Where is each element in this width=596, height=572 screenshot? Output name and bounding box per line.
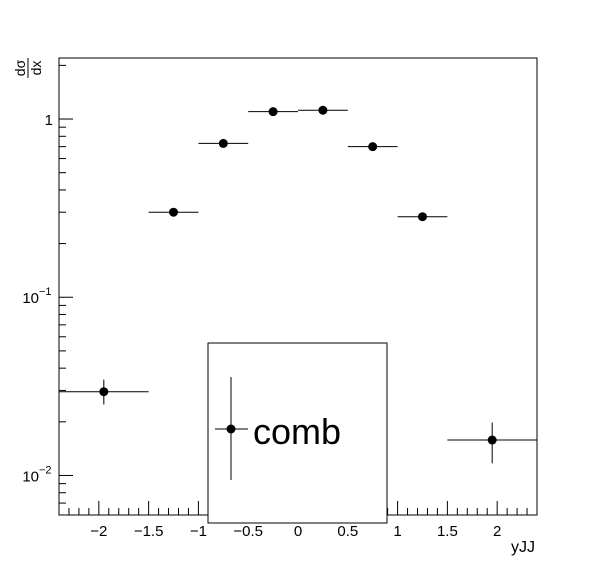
y-tick-label-base: 10 [22, 468, 39, 485]
x-tick-label: 0.5 [337, 523, 358, 540]
x-tick-label: −1.5 [134, 523, 164, 540]
y-tick-label-exponent: −2 [39, 464, 52, 476]
legend-marker [226, 424, 236, 434]
data-point [298, 105, 348, 115]
y-axis-label: dσ dx [12, 58, 44, 78]
point-marker [487, 435, 497, 445]
point-marker [99, 387, 109, 397]
x-tick-label: −2 [90, 523, 107, 540]
legend-box [207, 342, 388, 524]
data-point [347, 142, 398, 152]
x-axis-label: yJJ [511, 539, 535, 556]
data-point [198, 138, 249, 148]
legend: comb [207, 342, 388, 524]
legend-label: comb [253, 411, 341, 452]
point-marker [318, 105, 328, 115]
point-marker [169, 207, 179, 217]
point-marker [417, 212, 427, 222]
data-series [59, 105, 537, 464]
data-point [59, 379, 149, 405]
x-tick-label: −1 [190, 523, 207, 540]
data-point [148, 207, 199, 217]
x-tick-label: 1 [393, 523, 401, 540]
y-axis-label-denominator: dx [28, 61, 44, 76]
y-axis-label-numerator: dσ [12, 59, 28, 76]
point-marker [268, 107, 278, 117]
y-axis: 10 −210 −11 [22, 64, 73, 516]
data-point [447, 422, 537, 464]
point-marker [218, 138, 228, 148]
x-tick-label: 1.5 [437, 523, 458, 540]
point-marker [368, 142, 378, 152]
x-tick-label: 2 [493, 523, 501, 540]
x-tick-label: 0 [294, 523, 302, 540]
x-tick-label: −0.5 [233, 523, 263, 540]
data-point [397, 212, 448, 222]
y-tick-label-base: 10 [22, 290, 39, 307]
data-point [248, 107, 298, 117]
y-tick-label: 1 [45, 112, 53, 129]
y-tick-label-exponent: −1 [39, 286, 52, 298]
